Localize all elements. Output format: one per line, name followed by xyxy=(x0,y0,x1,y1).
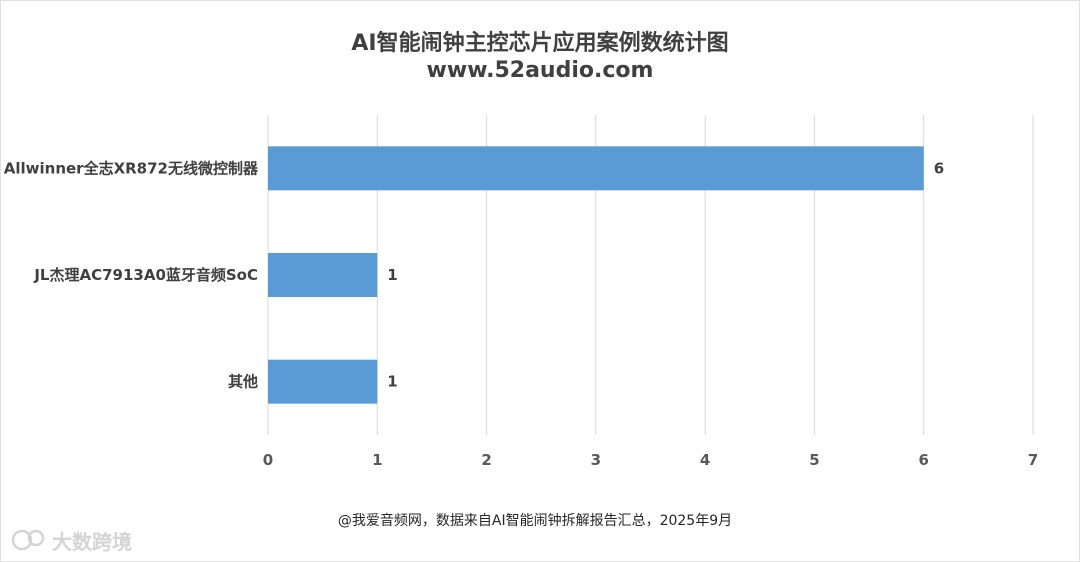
x-tick-label-2: 2 xyxy=(481,451,491,469)
bar-1 xyxy=(268,253,378,297)
bar-2 xyxy=(268,359,378,404)
category-label-0: Allwinner全志XR872无线微控制器 xyxy=(4,159,259,177)
x-tick-label-6: 6 xyxy=(918,451,928,469)
labels: 0 1 2 3 4 5 6 7 Allwinner全志XR872无线微控制器 6 JL杰理AC791… xyxy=(4,159,1038,469)
x-tick-label-4: 4 xyxy=(700,451,710,469)
watermark-text: 大数跨境 xyxy=(52,530,132,554)
bar-0 xyxy=(268,146,924,191)
cloud-icon xyxy=(11,529,45,551)
source-footer: @我爱音频网，数据来自AI智能闹钟拆解报告汇总，2025年9月 xyxy=(338,512,732,529)
bars xyxy=(268,146,924,404)
data-label-1: 1 xyxy=(387,266,397,284)
watermark: 大数跨境 xyxy=(11,529,132,554)
category-label-1: JL杰理AC7913A0蓝牙音频SoC xyxy=(33,266,258,284)
x-tick-label-5: 5 xyxy=(809,451,819,469)
x-tick-label-3: 3 xyxy=(591,451,601,469)
x-tick-label-1: 1 xyxy=(372,451,382,469)
data-label-0: 6 xyxy=(934,159,944,177)
data-label-2: 1 xyxy=(387,373,397,391)
x-tick-label-0: 0 xyxy=(263,451,273,469)
category-label-2: 其他 xyxy=(228,373,258,391)
chart-subtitle: www.52audio.com xyxy=(427,58,654,83)
x-tick-label-7: 7 xyxy=(1028,451,1038,469)
chart-title: AI智能闹钟主控芯片应用案例数统计图 xyxy=(351,30,728,56)
